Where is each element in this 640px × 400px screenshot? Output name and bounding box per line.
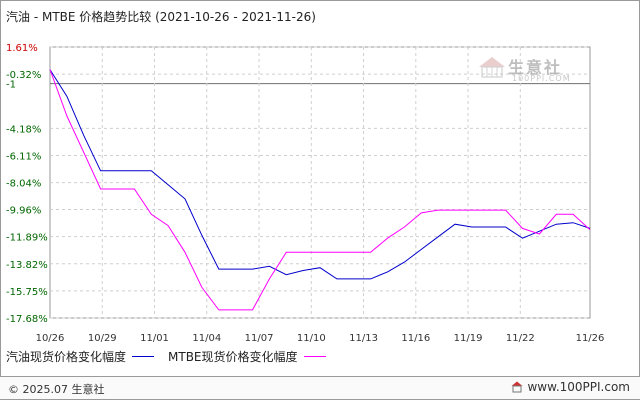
y-tick-label: -4.18% xyxy=(6,124,41,135)
x-tick-label: 10/29 xyxy=(88,333,117,344)
legend-swatch-mtbe xyxy=(303,356,326,357)
footer-copyright: © 2025.07 生意社 xyxy=(8,383,105,396)
series-line-mtbe xyxy=(49,69,591,311)
legend-label-mtbe: MTBE现货价格变化幅度 xyxy=(168,350,298,364)
title-period: (2021-10-26 - 2021-11-26) xyxy=(155,10,316,24)
x-tick-label: 11/26 xyxy=(576,333,605,344)
x-axis-ticks: 10/26 10/29 11/01 11/04 11/07 11/10 11/13 11/16… xyxy=(36,333,605,344)
site-logo-icon xyxy=(511,381,523,393)
y-tick-label: -17.68% xyxy=(6,314,48,325)
y-tick-label: 1.61% xyxy=(6,43,38,54)
footer-site-text[interactable]: www.100PPI.com xyxy=(527,380,630,394)
y-tick-label: -15.75% xyxy=(6,287,48,298)
chart-title: 汽油 - MTBE 价格趋势比较 (2021-10-26 - 2021-11-2… xyxy=(6,8,316,25)
title-main: 汽油 - MTBE 价格趋势比较 xyxy=(6,10,152,24)
y-tick-label: -11.89% xyxy=(6,233,48,244)
y-tick-label: -1 xyxy=(6,80,16,91)
x-tick-label: 11/19 xyxy=(454,333,483,344)
y-tick-label: -6.11% xyxy=(6,151,41,162)
x-tick-label: 11/13 xyxy=(349,333,378,344)
y-tick-label: -8.04% xyxy=(6,179,41,190)
legend-label-gasoline: 汽油现货价格变化幅度 xyxy=(6,350,127,364)
y-axis-ticks: 1.61% -0.32%-1 -4.18% -6.11% -8.04% -9.96% -11… xyxy=(6,43,48,325)
grid xyxy=(49,46,591,319)
series-line-gasoline xyxy=(49,69,591,280)
x-tick-label: 11/01 xyxy=(140,333,169,344)
x-tick-label: 11/10 xyxy=(297,333,326,344)
watermark-text: 生意社 xyxy=(508,58,563,77)
legend-swatch-gasoline xyxy=(132,356,155,357)
y-tick-label: -13.82% xyxy=(6,260,48,271)
house-icon xyxy=(479,57,505,78)
series-lines xyxy=(49,69,591,311)
x-tick-label: 11/16 xyxy=(401,333,430,344)
footer-site-link[interactable]: www.100PPI.com xyxy=(511,380,630,394)
x-tick-label: 10/26 xyxy=(36,333,65,344)
legend: 汽油现货价格变化幅度 MTBE现货价格变化幅度 xyxy=(6,348,340,365)
x-tick-label: 11/04 xyxy=(192,333,221,344)
footer-bar: © 2025.07 生意社 www.100PPI.com xyxy=(0,376,640,399)
y-tick-label: -0.32% xyxy=(6,70,41,81)
watermark-url: 100PPI.COM xyxy=(512,74,571,83)
x-tick-label: 11/07 xyxy=(245,333,274,344)
watermark-logo: 生意社 100PPI.COM xyxy=(478,52,578,92)
x-tick-label: 11/22 xyxy=(506,333,535,344)
y-tick-label: -9.96% xyxy=(6,206,41,217)
